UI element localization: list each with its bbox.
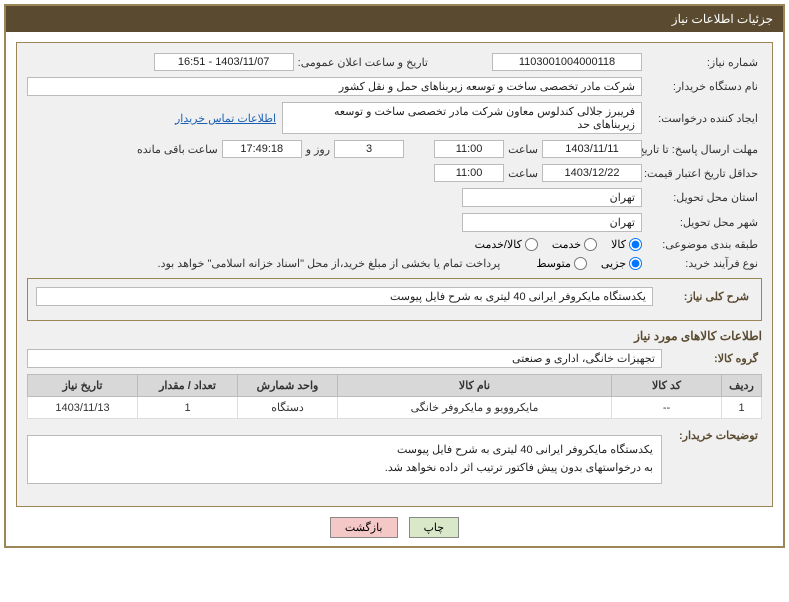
proc-type-label: نوع فرآیند خرید:: [642, 257, 762, 270]
buyer-notes-box: یکدستگاه مایکروفر ایرانی 40 لیتری به شرح…: [27, 435, 662, 484]
buyer-notes-line2: به درخواستهای بدون پیش فاکتور ترتیب اثر …: [36, 460, 653, 478]
countdown-value: 17:49:18: [222, 140, 302, 158]
proc-type-label: متوسط: [536, 257, 571, 270]
table-cell: 1: [138, 397, 238, 419]
category-label: طبقه بندی موضوعی:: [642, 238, 762, 251]
category-option[interactable]: کالا: [611, 238, 642, 251]
table-header: تاریخ نیاز: [28, 375, 138, 397]
category-label: کالا: [611, 238, 626, 251]
proc-type-option[interactable]: متوسط: [536, 257, 587, 270]
back-button[interactable]: بازگشت: [330, 517, 398, 538]
payment-note: پرداخت تمام یا بخشی از مبلغ خرید،از محل …: [158, 257, 507, 270]
need-no-value: 1103001004000118: [492, 53, 642, 71]
need-no-label: شماره نیاز:: [642, 56, 762, 69]
validity-label: حداقل تاریخ اعتبار قیمت: تا تاریخ:: [642, 167, 762, 180]
table-cell: 1403/11/13: [28, 397, 138, 419]
proc-type-radios: جزیی متوسط: [536, 257, 642, 270]
province-label: استان محل تحویل:: [642, 191, 762, 204]
button-row: چاپ بازگشت: [6, 517, 783, 538]
group-label: گروه کالا:: [662, 352, 762, 365]
buyer-org-value: شرکت مادر تخصصی ساخت و توسعه زیربناهای ح…: [27, 77, 642, 96]
category-radios: کالا خدمت کالا/خدمت: [475, 238, 642, 251]
requester-value: فریبرز جلالی کندلوس معاون شرکت مادر تخصص…: [282, 102, 642, 134]
buyer-org-label: نام دستگاه خریدار:: [642, 80, 762, 93]
buyer-notes-line1: یکدستگاه مایکروفر ایرانی 40 لیتری به شرح…: [36, 442, 653, 460]
form-panel: جزئیات اطلاعات نیاز شماره نیاز: 11030010…: [4, 4, 785, 548]
summary-text: یکدستگاه مایکروفر ایرانی 40 لیتری به شرح…: [36, 287, 653, 306]
city-label: شهر محل تحویل:: [642, 216, 762, 229]
group-value: تجهیزات خانگی، اداری و صنعتی: [27, 349, 662, 368]
deadline-date: 1403/11/11: [542, 140, 642, 158]
validity-time: 11:00: [434, 164, 504, 182]
days-value: 3: [334, 140, 404, 158]
table-header: کد کالا: [612, 375, 722, 397]
category-label: کالا/خدمت: [475, 238, 522, 251]
table-cell: --: [612, 397, 722, 419]
category-radio[interactable]: [629, 238, 642, 251]
city-value: تهران: [462, 213, 642, 232]
goods-table: ردیفکد کالانام کالاواحد شمارشتعداد / مقد…: [27, 374, 762, 419]
time-label-1: ساعت: [504, 143, 542, 156]
announce-label: تاریخ و ساعت اعلان عمومی:: [294, 56, 432, 69]
category-radio[interactable]: [525, 238, 538, 251]
goods-info-title: اطلاعات کالاهای مورد نیاز: [27, 329, 762, 343]
category-label: خدمت: [552, 238, 581, 251]
table-header: نام کالا: [338, 375, 612, 397]
header-title: جزئیات اطلاعات نیاز: [6, 6, 783, 32]
table-cell: مایکروویو و مایکروفر خانگی: [338, 397, 612, 419]
contact-link[interactable]: اطلاعات تماس خریدار: [175, 112, 276, 125]
days-and-label: روز و: [302, 143, 334, 156]
deadline-time: 11:00: [434, 140, 504, 158]
table-cell: دستگاه: [238, 397, 338, 419]
content-area: شماره نیاز: 1103001004000118 تاریخ و ساع…: [16, 42, 773, 507]
table-cell: 1: [722, 397, 762, 419]
province-value: تهران: [462, 188, 642, 207]
deadline-label: مهلت ارسال پاسخ: تا تاریخ:: [642, 143, 762, 156]
proc-type-radio[interactable]: [629, 257, 642, 270]
print-button[interactable]: چاپ: [409, 517, 460, 538]
category-radio[interactable]: [584, 238, 597, 251]
proc-type-option[interactable]: جزیی: [601, 257, 642, 270]
proc-type-label: جزیی: [601, 257, 626, 270]
remaining-label: ساعت باقی مانده: [133, 143, 222, 156]
validity-date: 1403/12/22: [542, 164, 642, 182]
table-header: تعداد / مقدار: [138, 375, 238, 397]
table-row: 1--مایکروویو و مایکروفر خانگیدستگاه11403…: [28, 397, 762, 419]
category-option[interactable]: خدمت: [552, 238, 597, 251]
category-option[interactable]: کالا/خدمت: [475, 238, 538, 251]
table-header: ردیف: [722, 375, 762, 397]
time-label-2: ساعت: [504, 167, 542, 180]
table-header: واحد شمارش: [238, 375, 338, 397]
buyer-notes-label: توضیحات خریدار:: [662, 429, 762, 442]
proc-type-radio[interactable]: [574, 257, 587, 270]
summary-box: شرح کلی نیاز: یکدستگاه مایکروفر ایرانی 4…: [27, 278, 762, 321]
requester-label: ایجاد کننده درخواست:: [642, 112, 762, 125]
announce-value: 1403/11/07 - 16:51: [154, 53, 294, 71]
summary-label: شرح کلی نیاز:: [653, 290, 753, 303]
